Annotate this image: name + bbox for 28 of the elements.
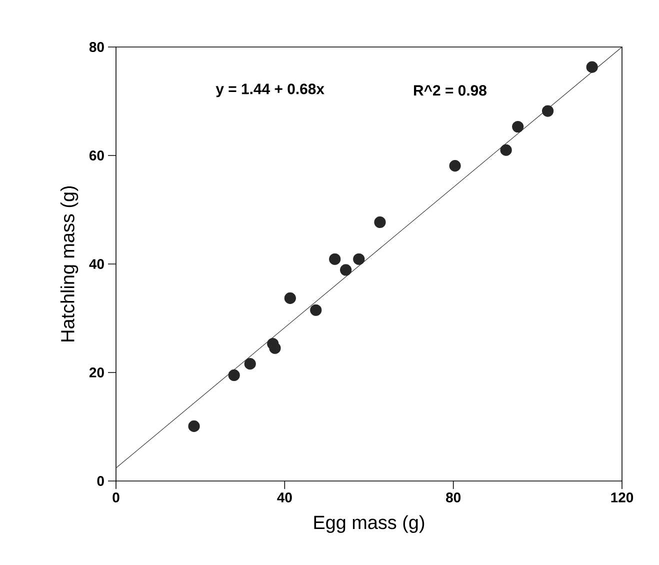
point bbox=[188, 420, 200, 432]
point bbox=[310, 304, 322, 316]
y-tick-label: 0 bbox=[97, 476, 104, 486]
point bbox=[228, 369, 240, 382]
y-axis-title: Hatchling mass (g) bbox=[60, 186, 78, 342]
y-tick-label: 60 bbox=[89, 150, 104, 160]
x-tick-label: 40 bbox=[277, 492, 292, 502]
y-tick-label: 20 bbox=[89, 368, 104, 378]
x-tick-label: 0 bbox=[112, 492, 120, 502]
point bbox=[500, 144, 512, 156]
point bbox=[374, 216, 386, 228]
annotation: y = 1.44 + 0.68x bbox=[216, 84, 324, 98]
point bbox=[353, 253, 365, 265]
point bbox=[269, 342, 281, 354]
x-axis-title: Egg mass (g) bbox=[314, 515, 424, 533]
point bbox=[542, 105, 554, 117]
point bbox=[340, 264, 352, 276]
point bbox=[244, 358, 256, 370]
y-tick-label: 80 bbox=[89, 42, 104, 52]
x-tick-label: 80 bbox=[446, 492, 461, 502]
point bbox=[586, 61, 598, 73]
x-tick-label: 120 bbox=[611, 492, 634, 502]
y-tick-label: 40 bbox=[89, 259, 104, 269]
point bbox=[449, 160, 461, 172]
annotation: R^2 = 0.98 bbox=[414, 85, 486, 96]
point bbox=[512, 120, 524, 133]
point bbox=[284, 292, 296, 304]
point bbox=[329, 253, 341, 265]
